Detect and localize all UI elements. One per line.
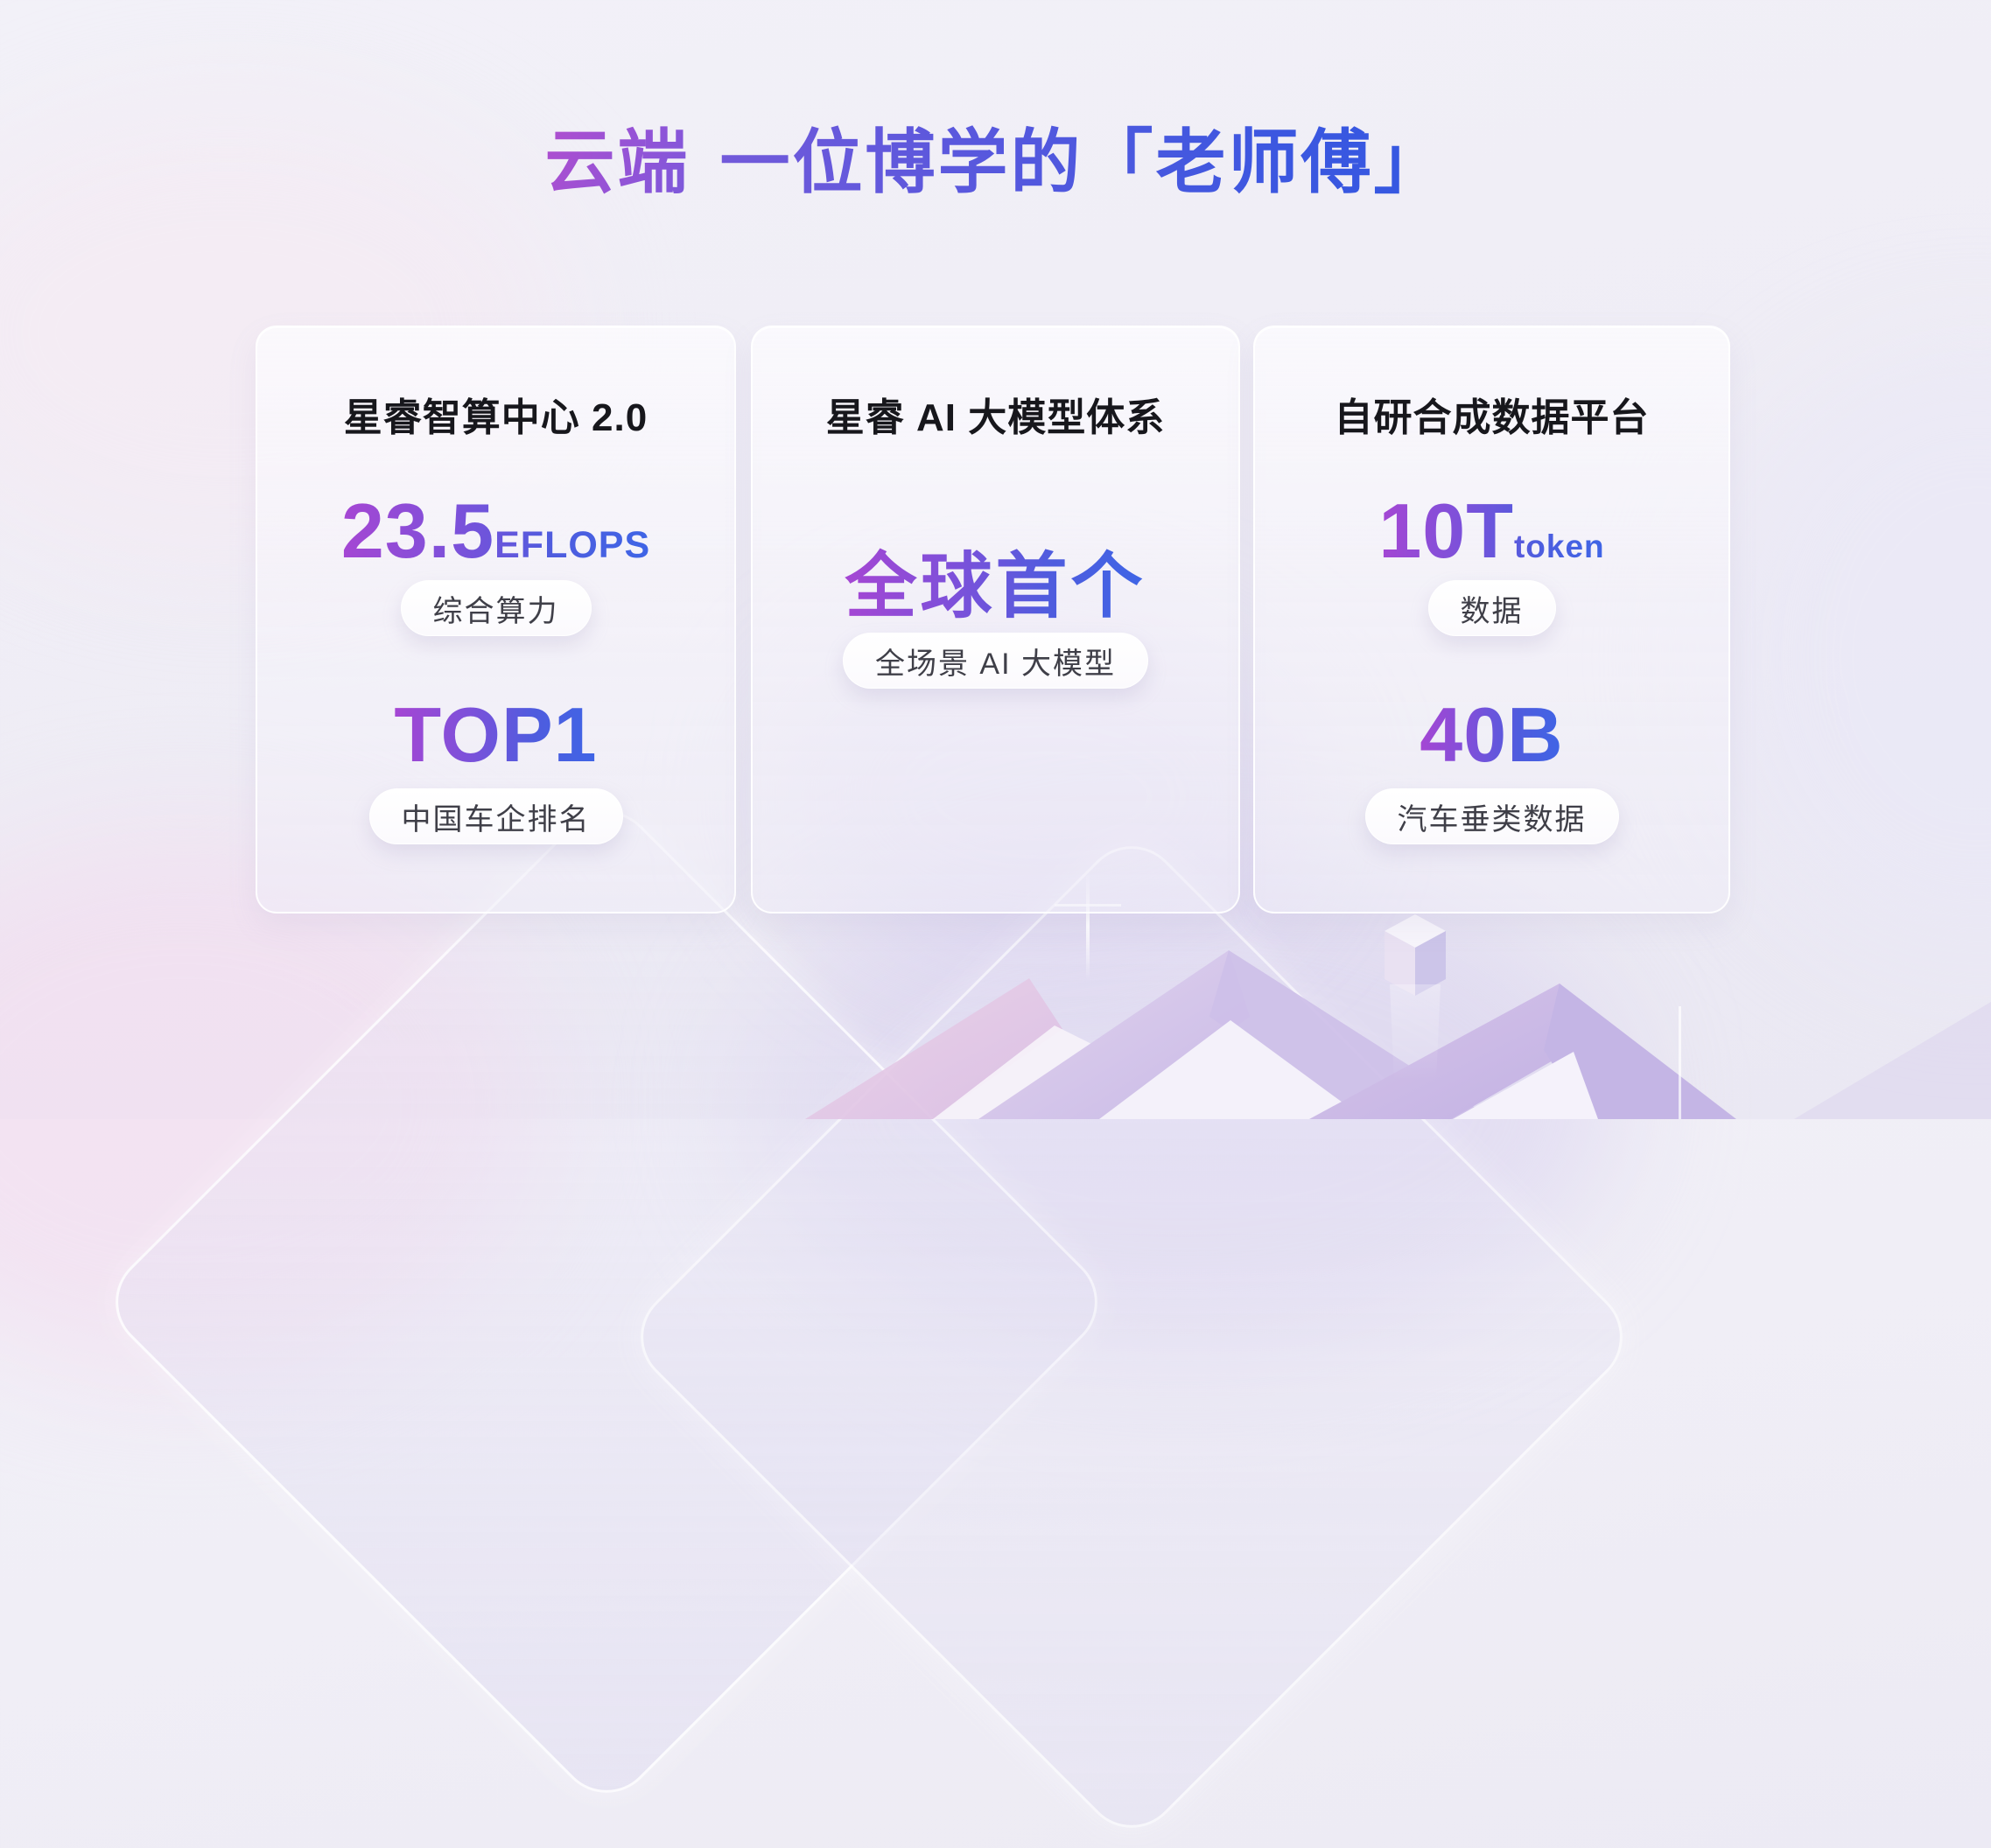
lavender-prism-corner (978, 950, 1493, 1119)
stat-ranking: TOP1 (394, 690, 597, 780)
card-heading: 自研合成数据平台 (1334, 396, 1650, 439)
stat-token-data: 10T token (1378, 486, 1604, 576)
large-glass-cube-corner (1309, 984, 1736, 1119)
stat-value: 23.5 (340, 487, 495, 574)
card-heading: 星睿 AI 大模型体系 (825, 396, 1166, 439)
slide-title-highlight: 云端 (544, 123, 691, 201)
slide-title: 云端 一位博学的「老师傅」 (0, 124, 1991, 201)
stat-world-first: 全球首个 (845, 528, 1146, 632)
background-glow-lavender-right (1707, 350, 1991, 962)
stat-label-pill: 中国车企排名 (368, 788, 623, 844)
stat-compute-power: 23.5 EFLOPS (341, 486, 650, 576)
stat-unit: EFLOPS (494, 524, 651, 566)
corner-prism-slope (1794, 1002, 1991, 1119)
stat-value: TOP1 (394, 691, 598, 778)
stat-card-compute-center: 星睿智算中心 2.0 23.5 EFLOPS 综合算力 TOP1 中国车企排名 (256, 326, 736, 914)
stat-label-pill: 汽车垂类数据 (1364, 788, 1619, 844)
stat-value: 10T (1378, 487, 1514, 574)
glass-diamond-outline-left (95, 790, 1118, 1814)
stat-label-pill: 数据 (1427, 580, 1556, 636)
stat-unit: token (1513, 528, 1605, 564)
small-glass-cube (1385, 914, 1446, 1081)
stat-vertical-data: 40B (1420, 690, 1563, 780)
stat-label-pill: 综合算力 (400, 580, 592, 636)
glass-diamond-outline-center (620, 825, 1644, 1848)
stat-value: 40B (1420, 691, 1564, 778)
slide-title-rest: 一位博学的「老师傅」 (719, 123, 1447, 201)
card-heading: 星睿智算中心 2.0 (343, 396, 648, 439)
pink-prism-corner (805, 978, 1243, 1119)
stat-card-ai-model: 星睿 AI 大模型体系 全球首个 全场景 AI 大模型 (751, 326, 1240, 914)
background-glow-lavender-bottom (744, 858, 1619, 1348)
stat-label-pill: 全场景 AI 大模型 (842, 633, 1149, 689)
stat-card-synthetic-data: 自研合成数据平台 10T token 数据 40B 汽车垂类数据 (1253, 326, 1730, 914)
stat-value: 全球首个 (845, 546, 1146, 626)
